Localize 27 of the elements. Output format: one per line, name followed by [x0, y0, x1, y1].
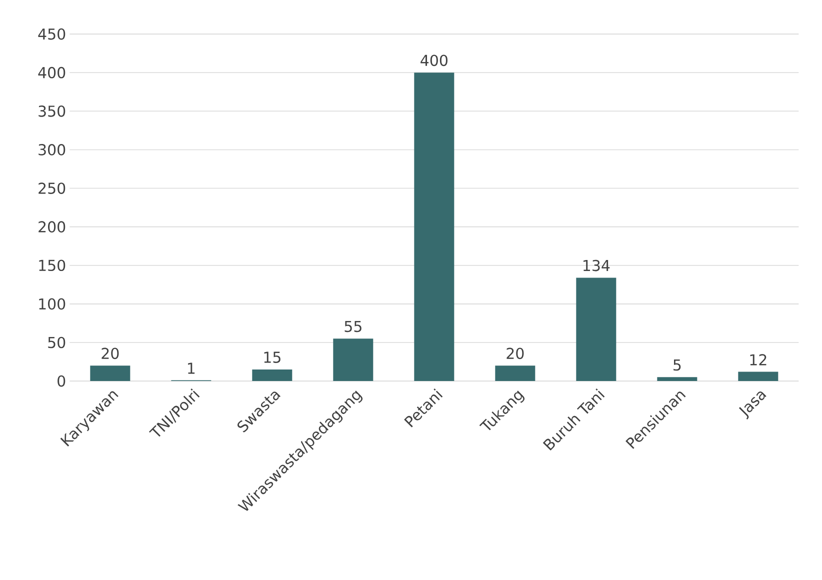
bar — [576, 278, 616, 382]
data-label: 400 — [420, 54, 448, 66]
y-tick-label: 300 — [38, 144, 66, 156]
data-label: 15 — [264, 352, 280, 363]
bar — [252, 369, 292, 382]
y-tick-label: 250 — [38, 182, 66, 194]
y-tick-label: 150 — [39, 260, 66, 272]
data-label: 1 — [188, 362, 195, 374]
bar — [738, 372, 778, 382]
y-tick-label: 0 — [58, 375, 66, 387]
bar — [333, 338, 374, 382]
data-label: 134 — [583, 260, 610, 272]
y-tick-label: 200 — [38, 221, 66, 233]
data-label: 5 — [674, 360, 681, 371]
bar — [90, 366, 130, 382]
y-tick-label: 400 — [38, 66, 66, 78]
bar — [657, 377, 698, 382]
bar — [495, 366, 536, 382]
y-tick-label: 100 — [39, 298, 66, 310]
y-tick-label: 450 — [38, 28, 66, 40]
data-label: 12 — [750, 354, 766, 366]
data-label: 20 — [102, 348, 119, 360]
y-tick-label: 50 — [48, 336, 66, 348]
bar — [414, 72, 454, 382]
data-label: 20 — [506, 348, 524, 360]
y-tick-label: 350 — [38, 105, 66, 117]
data-label: 55 — [344, 320, 362, 332]
